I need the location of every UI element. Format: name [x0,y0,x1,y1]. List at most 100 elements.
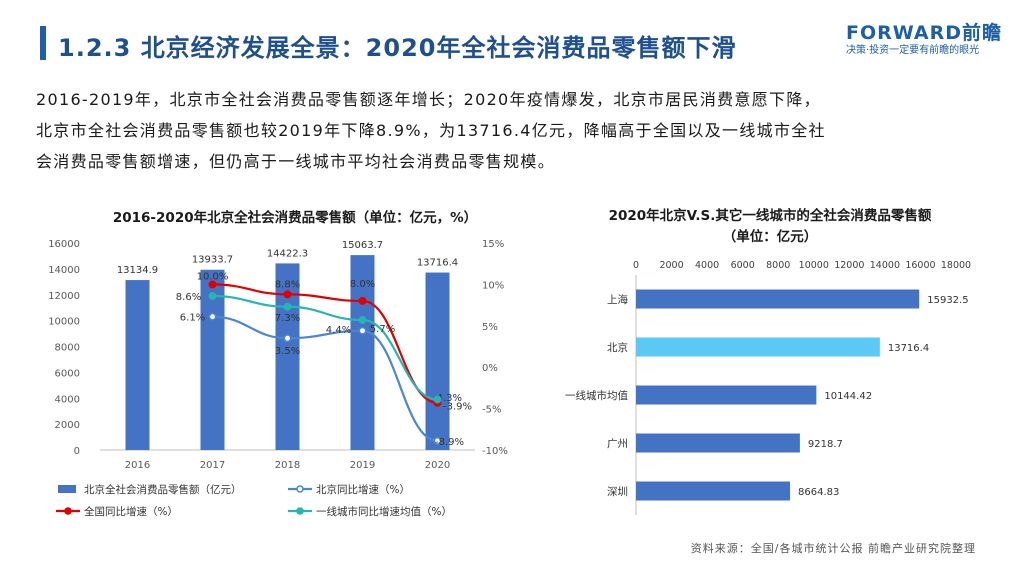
bar-retail-sales [125,280,150,450]
brand-logo: FORWARD前瞻 决策·投资一定要有前瞻的眼光 [846,22,1006,64]
title-accent-bar [40,26,46,60]
line-national-growth-point [283,290,292,299]
y-left-tick-label: 16000 [48,239,80,250]
x-tick-label: 2016 [125,460,150,471]
y-left-tick-label: 6000 [55,368,80,379]
legend-label: 北京全社会消费品零售额（亿元） [84,483,242,496]
line-beijing-growth-point [208,312,217,321]
y-left-tick-label: 8000 [55,343,80,354]
x-tick-label: 14000 [870,260,900,271]
line-beijing-growth-data-label: 6.1% [180,313,205,324]
line-beijing-growth-point [358,326,367,335]
legend-swatch [58,485,76,493]
y-left-tick-label: 2000 [55,420,80,431]
line-national-growth-data-label: -4.3% [433,393,462,404]
y-right-tick-label: -10% [482,446,508,457]
line-national-growth [212,283,438,404]
line-beijing-growth-data-label: 3.5% [275,346,300,357]
category-label: 北京 [607,341,628,354]
x-tick-label: 16000 [905,260,935,271]
city-sales-bar [636,433,800,453]
y-left-tick-label: 12000 [48,291,80,302]
city-sales-bar [636,385,817,405]
line-national-growth-point [208,280,217,289]
x-tick-label: 2017 [200,460,225,471]
line-national-growth-data-label: 8.8% [275,279,300,290]
summary-text: 2016-2019年，北京市全社会消费品零售额逐年增长；2020年疫情爆发，北京… [36,84,996,177]
x-tick-label: 2020 [425,460,450,471]
x-tick-label: 10000 [799,260,829,271]
bar-data-label: 13134.9 [117,265,158,276]
x-tick-label: 2019 [350,460,375,471]
line-tier1-growth-data-label: 5.7% [370,324,395,335]
legend-swatch-marker [296,485,304,493]
x-tick-label: 2000 [659,260,683,271]
city-sales-bar [636,481,791,501]
summary-line: 会消费品零售额增速，但仍高于一线城市平均社会消费品零售规模。 [36,152,556,171]
page-title: 1.2.3 北京经济发展全景：2020年全社会消费品零售额下滑 [58,34,737,62]
bar-data-label: 14422.3 [267,248,308,259]
line-beijing-growth-point [283,334,292,343]
bar-data-label: 8664.83 [798,487,839,498]
logo-name: FORWARD前瞻 [846,22,1002,44]
bar-retail-sales [350,255,375,450]
category-label: 深圳 [607,486,628,498]
y-right-tick-label: -5% [482,405,501,416]
bar-data-label: 15932.5 [927,295,968,306]
line-beijing-growth-data-label: 4.4% [326,325,351,336]
logo-slogan: 决策·投资一定要有前瞻的眼光 [846,45,980,56]
y-right-tick-label: 5% [482,322,498,333]
line-national-growth-point [358,297,367,305]
bar-retail-sales [425,272,450,450]
legend-swatch-marker [296,507,304,515]
bar-data-label: 13933.7 [192,255,233,266]
y-right-tick-label: 0% [482,363,498,374]
bar-data-label: 13716.4 [888,343,929,354]
bar-data-label: 15063.7 [342,240,383,251]
source-note: 资料来源：全国/各城市统计公报 前瞻产业研究院整理 [690,542,976,555]
category-label: 广州 [607,438,628,450]
y-left-tick-label: 0 [74,446,80,457]
category-label: 上海 [607,293,628,306]
line-tier1-growth-data-label: 7.3% [275,313,300,324]
category-label: 一线城市均值 [565,389,628,402]
line-tier1-growth-data-label: 8.6% [176,292,201,303]
line-national-growth-data-label: 8.0% [350,279,375,290]
y-left-tick-label: 14000 [48,265,80,276]
x-tick-label: 8000 [766,260,790,271]
legend-swatch-marker [64,507,72,515]
line-tier1-growth-point [208,292,217,300]
summary-line: 北京市全社会消费品零售额也较2019年下降8.9%，为13716.4亿元，降幅高… [36,121,826,140]
bar-data-label: 9218.7 [808,439,843,450]
line-beijing-growth-data-label: -8.9% [435,437,464,448]
y-right-tick-label: 15% [482,239,504,250]
line-tier1-growth-point [283,302,292,311]
legend-label: 北京同比增速（%） [316,483,410,496]
line-tier1-growth [212,294,438,401]
legend-label: 全国同比增速（%） [84,505,178,518]
line-tier1-growth-data-label: -3.9% [443,401,472,412]
chart2-title-line: 2020年北京V.S.其它一线城市的全社会消费品零售额 [608,208,932,224]
y-left-tick-label: 10000 [48,317,80,328]
x-tick-label: 6000 [731,260,755,271]
x-tick-label: 18000 [941,260,971,271]
x-tick-label: 12000 [834,260,864,271]
legend-label: 一线城市同比增速均值（%） [316,505,452,518]
line-beijing-growth [212,315,438,442]
bar-data-label: 10144.42 [824,391,872,402]
line-national-growth-data-label: 10.0% [197,271,229,282]
city-sales-bar [636,289,920,309]
y-right-tick-label: 10% [482,280,504,291]
summary-line: 2016-2019年，北京市全社会消费品零售额逐年增长；2020年疫情爆发，北京… [36,90,821,109]
x-tick-label: 2018 [275,460,300,471]
line-tier1-growth-point [358,316,367,324]
x-tick-label: 0 [633,260,639,271]
x-tick-label: 4000 [695,260,719,271]
chart1-title: 2016-2020年北京全社会消费品零售额（单位：亿元，%） [112,210,478,226]
chart2-title-line: （单位：亿元） [722,229,818,245]
chart2-title: 2020年北京V.S.其它一线城市的全社会消费品零售额 （单位：亿元） [545,206,995,248]
bar-data-label: 13716.4 [417,258,458,269]
line-tier1-growth-point [433,395,442,404]
city-sales-bar [636,337,880,357]
